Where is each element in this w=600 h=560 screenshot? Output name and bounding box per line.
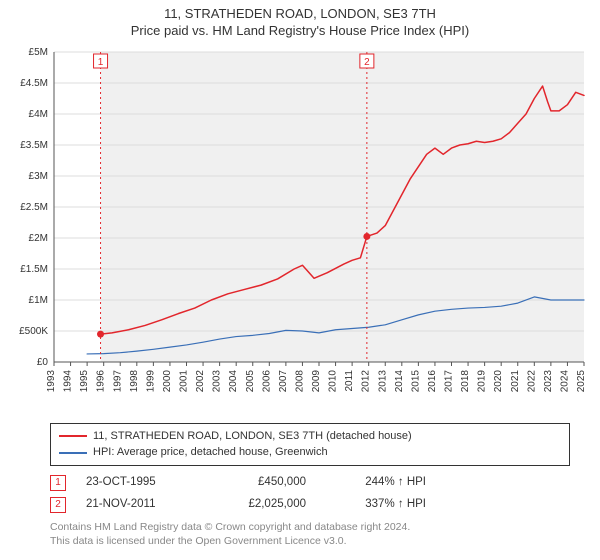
svg-text:£3M: £3M xyxy=(29,171,48,182)
svg-text:£1M: £1M xyxy=(29,295,48,306)
svg-text:£2.5M: £2.5M xyxy=(20,202,48,213)
svg-text:2012: 2012 xyxy=(361,369,372,392)
legend-label-blue: HPI: Average price, detached house, Gree… xyxy=(93,444,328,461)
legend-label-red: 11, STRATHEDEN ROAD, LONDON, SE3 7TH (de… xyxy=(93,428,412,445)
legend-row-red: 11, STRATHEDEN ROAD, LONDON, SE3 7TH (de… xyxy=(59,428,561,445)
sale-pct: 244% ↑ HPI xyxy=(326,472,426,494)
svg-text:1999: 1999 xyxy=(145,369,156,392)
svg-text:1996: 1996 xyxy=(96,369,107,392)
svg-text:1995: 1995 xyxy=(79,369,90,392)
svg-text:2015: 2015 xyxy=(410,369,421,392)
svg-text:2005: 2005 xyxy=(245,369,256,392)
chart-subtitle: Price paid vs. HM Land Registry's House … xyxy=(10,23,590,38)
svg-text:2016: 2016 xyxy=(427,369,438,392)
legend: 11, STRATHEDEN ROAD, LONDON, SE3 7TH (de… xyxy=(50,423,570,466)
svg-text:2025: 2025 xyxy=(576,369,587,392)
sales-table: 1 23-OCT-1995 £450,000 244% ↑ HPI 2 21-N… xyxy=(50,472,590,516)
svg-text:£2M: £2M xyxy=(29,233,48,244)
svg-text:£4M: £4M xyxy=(29,109,48,120)
svg-text:2001: 2001 xyxy=(179,369,190,392)
svg-text:2022: 2022 xyxy=(526,369,537,392)
svg-text:2018: 2018 xyxy=(460,369,471,392)
sale-marker-icon: 2 xyxy=(50,497,66,513)
svg-text:£1.5M: £1.5M xyxy=(20,264,48,275)
svg-text:£3.5M: £3.5M xyxy=(20,140,48,151)
chart-title: 11, STRATHEDEN ROAD, LONDON, SE3 7TH xyxy=(10,6,590,23)
svg-text:2024: 2024 xyxy=(559,369,570,392)
svg-text:1997: 1997 xyxy=(112,369,123,392)
sale-date: 23-OCT-1995 xyxy=(86,472,196,494)
svg-text:2004: 2004 xyxy=(228,369,239,392)
svg-text:2008: 2008 xyxy=(294,369,305,392)
chart-page: { "title": "11, STRATHEDEN ROAD, LONDON,… xyxy=(0,0,600,560)
svg-text:1998: 1998 xyxy=(129,369,140,392)
svg-text:£0: £0 xyxy=(37,357,49,368)
legend-swatch-blue xyxy=(59,452,87,454)
sale-date: 21-NOV-2011 xyxy=(86,494,196,516)
svg-text:2000: 2000 xyxy=(162,369,173,392)
sale-price: £450,000 xyxy=(216,472,306,494)
svg-text:2010: 2010 xyxy=(328,369,339,392)
footnote-line: Contains HM Land Registry data © Crown c… xyxy=(50,520,590,534)
svg-text:2007: 2007 xyxy=(278,369,289,392)
footnote: Contains HM Land Registry data © Crown c… xyxy=(50,520,590,548)
svg-text:1993: 1993 xyxy=(46,369,57,392)
svg-text:2006: 2006 xyxy=(261,369,272,392)
svg-text:2013: 2013 xyxy=(377,369,388,392)
legend-row-blue: HPI: Average price, detached house, Gree… xyxy=(59,444,561,461)
table-row: 2 21-NOV-2011 £2,025,000 337% ↑ HPI xyxy=(50,494,590,516)
svg-text:2011: 2011 xyxy=(344,369,355,391)
sale-pct: 337% ↑ HPI xyxy=(326,494,426,516)
table-row: 1 23-OCT-1995 £450,000 244% ↑ HPI xyxy=(50,472,590,494)
svg-text:2020: 2020 xyxy=(493,369,504,392)
svg-text:1: 1 xyxy=(98,57,104,68)
sale-price: £2,025,000 xyxy=(216,494,306,516)
svg-text:£5M: £5M xyxy=(29,47,48,58)
svg-text:2003: 2003 xyxy=(212,369,223,392)
svg-text:2002: 2002 xyxy=(195,369,206,392)
svg-text:2023: 2023 xyxy=(543,369,554,392)
line-chart-svg: £0 £500K £1M £1.5M £2M £2.5M £3M £3.5M £4M £4.5M £… xyxy=(10,42,590,417)
svg-text:£4.5M: £4.5M xyxy=(20,78,48,89)
footnote-line: This data is licensed under the Open Gov… xyxy=(50,534,590,548)
svg-text:2021: 2021 xyxy=(510,369,521,392)
svg-text:2: 2 xyxy=(364,57,370,68)
svg-text:£500K: £500K xyxy=(19,326,48,337)
chart-area: £0 £500K £1M £1.5M £2M £2.5M £3M £3.5M £4M £4.5M £… xyxy=(10,42,590,417)
svg-text:2019: 2019 xyxy=(477,369,488,392)
svg-text:1994: 1994 xyxy=(63,369,74,392)
sale-marker-icon: 1 xyxy=(50,475,66,491)
svg-text:2014: 2014 xyxy=(394,369,405,392)
svg-text:2009: 2009 xyxy=(311,369,322,392)
legend-swatch-red xyxy=(59,435,87,437)
svg-text:2017: 2017 xyxy=(444,369,455,392)
